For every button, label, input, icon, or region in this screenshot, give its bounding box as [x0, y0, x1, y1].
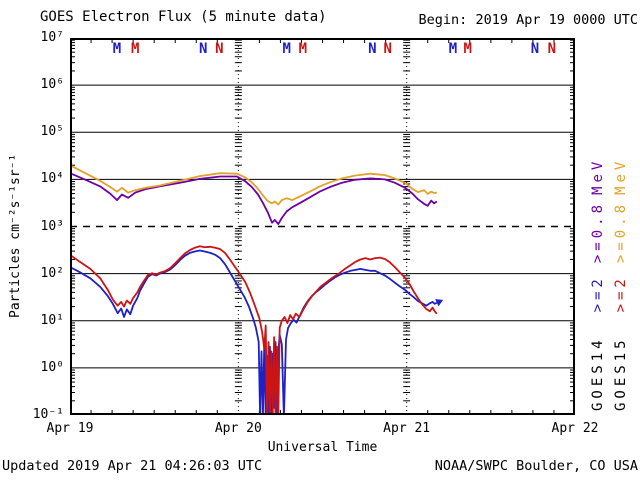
- local-time-marker-M: M: [463, 41, 471, 57]
- local-time-marker-M: M: [449, 41, 457, 57]
- x-tick-label: Apr 20: [214, 421, 262, 436]
- legend-goes15: GOES15 >=2 >=0.8 MeV: [613, 158, 629, 411]
- local-time-marker-N: N: [199, 41, 207, 57]
- y-tick-label: 10¹: [40, 312, 64, 328]
- local-time-marker-N: N: [531, 41, 539, 57]
- series-line-goes14_ge08: [70, 172, 438, 225]
- x-tick-label: Apr 21: [383, 421, 431, 436]
- begin-timestamp: Begin: 2019 Apr 19 0000 UTC: [418, 12, 638, 28]
- legend-goes15-satellite: GOES15: [613, 336, 629, 411]
- y-tick-label: 10³: [40, 218, 64, 234]
- local-time-marker-M: M: [299, 41, 307, 57]
- chart-title: GOES Electron Flux (5 minute data): [40, 9, 327, 25]
- legend-goes14-ge08: >=0.8: [590, 200, 606, 264]
- data-end-arrow: [435, 299, 444, 307]
- x-axis-title: Universal Time: [267, 440, 378, 455]
- legend-goes14: GOES14 >=2 >=0.8 MeV: [590, 158, 606, 411]
- series-line-goes15_ge2: [70, 245, 438, 415]
- y-tick-label: 10²: [40, 265, 64, 281]
- local-time-marker-M: M: [113, 41, 121, 57]
- local-time-marker-M: M: [283, 41, 291, 57]
- x-tick-label: Apr 19: [46, 421, 94, 436]
- x-tick-label: Apr 22: [551, 421, 599, 436]
- legend-goes15-ge08: >=0.8: [613, 200, 629, 264]
- updated-timestamp: Updated 2019 Apr 21 04:26:03 UTC: [2, 458, 263, 474]
- y-tick-label: 10⁻¹: [32, 407, 64, 422]
- series-line-goes14_ge2: [70, 249, 438, 415]
- local-time-marker-N: N: [368, 41, 376, 57]
- local-time-marker-N: N: [384, 41, 392, 57]
- legend-goes14-mev: MeV: [590, 157, 606, 195]
- series-line-goes15_ge08: [70, 164, 437, 206]
- legend-goes15-mev: MeV: [613, 157, 629, 195]
- y-tick-label: 10⁵: [40, 124, 64, 140]
- y-tick-label: 10⁶: [40, 77, 64, 93]
- y-tick-label: 10⁰: [40, 359, 64, 375]
- legend-goes14-satellite: GOES14: [590, 336, 606, 411]
- local-time-marker-N: N: [548, 41, 556, 57]
- legend-goes14-ge2: >=2: [590, 275, 606, 313]
- y-tick-label: 10⁴: [40, 171, 64, 187]
- legend-goes15-ge2: >=2: [613, 275, 629, 313]
- y-tick-label: 10⁷: [40, 30, 64, 45]
- source-attribution: NOAA/SWPC Boulder, CO USA: [434, 458, 638, 474]
- local-time-marker-N: N: [215, 41, 223, 57]
- local-time-marker-M: M: [131, 41, 139, 57]
- plot-border: [70, 38, 575, 415]
